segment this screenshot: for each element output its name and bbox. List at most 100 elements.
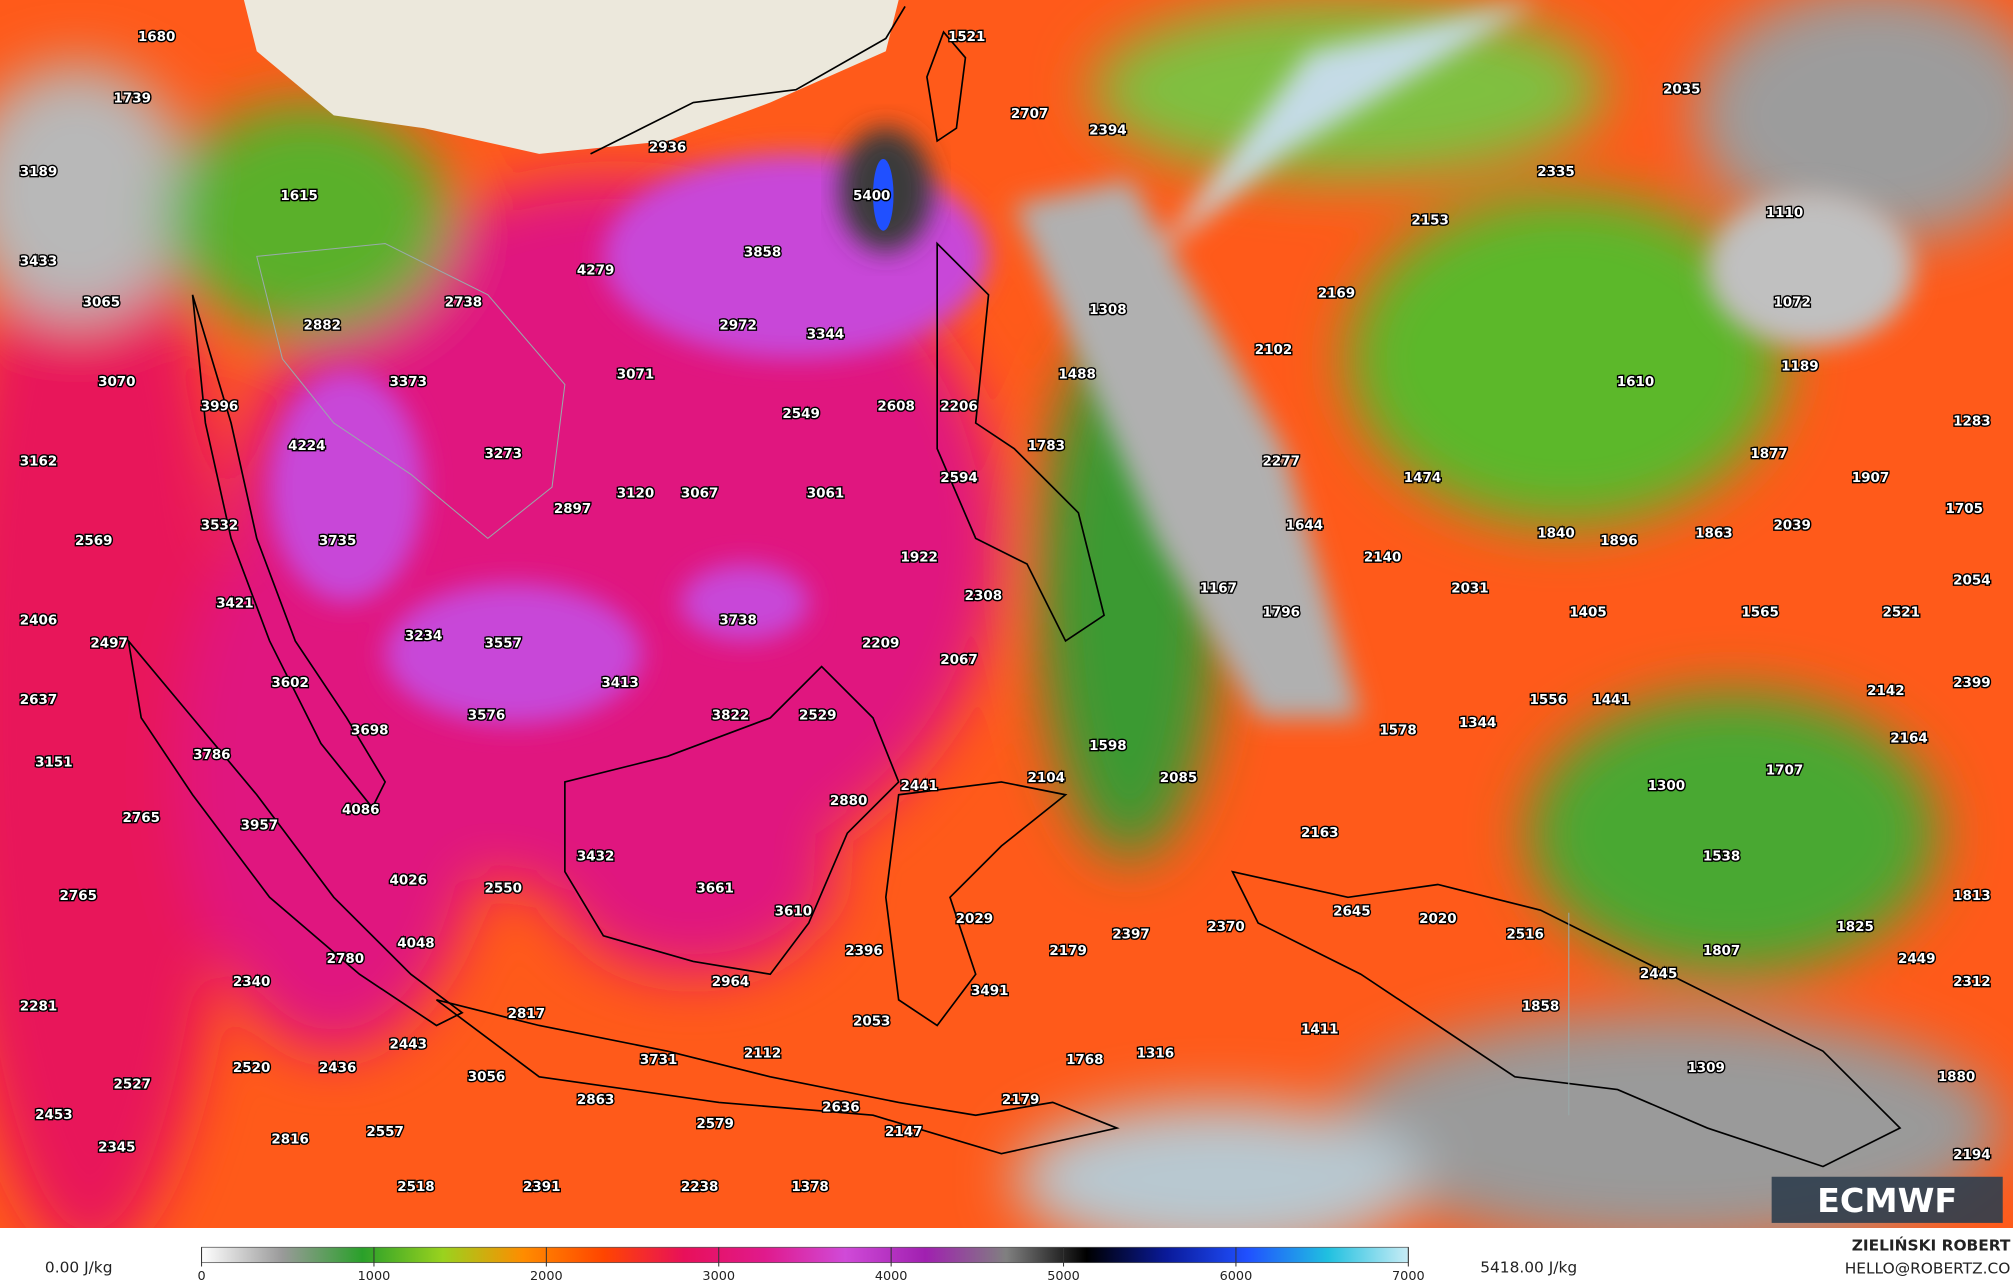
colorbar-tick-label: 1000	[358, 1269, 391, 1284]
value-label: 1739	[113, 92, 150, 107]
value-label: 1880	[1938, 1070, 1975, 1085]
value-label: 2557	[366, 1125, 403, 1140]
value-label: 1707	[1766, 763, 1803, 778]
value-label: 3996	[201, 399, 238, 414]
colorbar-tick-label: 7000	[1392, 1269, 1425, 1284]
value-label: 3421	[216, 597, 253, 612]
value-label: 3735	[319, 534, 356, 549]
value-label: 1610	[1617, 375, 1654, 390]
value-label: 3067	[681, 487, 718, 502]
value-label: 2964	[712, 975, 749, 990]
value-label: 3957	[241, 819, 278, 834]
value-label: 2067	[940, 653, 977, 668]
value-label: 2112	[744, 1047, 781, 1062]
value-label: 3061	[807, 487, 844, 502]
colorbar-tick-label: 6000	[1220, 1269, 1253, 1284]
value-label: 2972	[719, 319, 756, 334]
value-label: 2880	[830, 794, 867, 809]
value-label: 2549	[782, 407, 819, 422]
value-label: 1300	[1648, 779, 1685, 794]
value-label: 1840	[1537, 526, 1574, 541]
value-label: 2443	[390, 1038, 427, 1053]
value-label: 1167	[1200, 581, 1237, 596]
value-label: 2020	[1419, 912, 1456, 927]
value-label: 3070	[98, 375, 135, 390]
value-label: 2863	[577, 1093, 614, 1108]
colorbar-max-label: 5418.00 J/kg	[1480, 1258, 1577, 1276]
value-label: 3189	[20, 165, 57, 180]
value-label: 3698	[351, 724, 388, 739]
value-label: 2104	[1028, 771, 1065, 786]
value-label: 1309	[1687, 1061, 1724, 1076]
value-label: 2179	[1002, 1093, 1039, 1108]
value-label: 1521	[948, 30, 985, 45]
value-label: 1556	[1530, 693, 1567, 708]
value-label: 2035	[1663, 83, 1700, 98]
value-label: 2520	[233, 1061, 270, 1076]
value-label: 2636	[822, 1101, 859, 1116]
value-label: 2529	[799, 708, 836, 723]
value-label: 1488	[1058, 367, 1095, 382]
value-label: 2521	[1883, 606, 1920, 621]
value-label: 1110	[1766, 206, 1803, 221]
value-label: 3065	[83, 296, 120, 311]
value-label: 1768	[1066, 1053, 1103, 1068]
value-label: 2335	[1537, 165, 1574, 180]
value-label: 1565	[1741, 606, 1778, 621]
value-label: 2765	[60, 889, 97, 904]
value-label: 2238	[681, 1180, 718, 1195]
value-label: 3738	[719, 613, 756, 628]
value-label: 1578	[1379, 724, 1416, 739]
colorbar-tick-label: 4000	[875, 1269, 908, 1284]
value-label: 1598	[1089, 739, 1126, 754]
value-label: 1405	[1569, 606, 1606, 621]
value-label: 2179	[1049, 944, 1086, 959]
value-label: 2707	[1011, 107, 1048, 122]
value-label: 3432	[577, 849, 614, 864]
value-label: 3602	[271, 676, 308, 691]
value-label: 1877	[1750, 447, 1787, 462]
value-label: 2194	[1953, 1148, 1990, 1163]
value-label: 2406	[20, 613, 57, 628]
value-label: 1907	[1852, 471, 1889, 486]
value-label: 2340	[233, 975, 270, 990]
value-label: 2765	[122, 811, 159, 826]
value-label: 2396	[845, 944, 882, 959]
value-label: 2897	[554, 502, 591, 517]
value-label: 2029	[956, 912, 993, 927]
value-label: 1283	[1953, 415, 1990, 430]
value-label: 2142	[1867, 684, 1904, 699]
value-label: 1189	[1781, 360, 1818, 375]
value-label: 1615	[280, 189, 317, 204]
value-label: 2550	[485, 881, 522, 896]
value-label: 3373	[390, 375, 427, 390]
value-label: 3151	[35, 756, 72, 771]
value-label: 1858	[1522, 999, 1559, 1014]
value-label: 2518	[397, 1180, 434, 1195]
value-label: 2039	[1773, 519, 1810, 534]
value-label: 1807	[1703, 944, 1740, 959]
logo-text: ECMWF	[1817, 1181, 1957, 1220]
value-label: 1308	[1089, 303, 1126, 318]
value-label: 3413	[601, 676, 638, 691]
colorbar-tick-label: 0	[197, 1269, 205, 1284]
value-label: 3576	[468, 708, 505, 723]
colorbar-tick-label: 5000	[1047, 1269, 1080, 1284]
value-label: 1796	[1262, 606, 1299, 621]
value-label: 2936	[649, 140, 686, 155]
value-label: 2594	[940, 471, 977, 486]
value-label: 2608	[877, 399, 914, 414]
value-label: 3858	[744, 246, 781, 261]
value-label: 2637	[20, 693, 57, 708]
value-label: 2445	[1640, 967, 1677, 982]
value-label: 2436	[319, 1061, 356, 1076]
colorbar-min-label: 0.00 J/kg	[45, 1258, 113, 1276]
value-label: 1441	[1592, 693, 1629, 708]
value-label: 1863	[1695, 526, 1732, 541]
value-label: 2206	[940, 399, 977, 414]
colorbar-tick-label: 2000	[530, 1269, 563, 1284]
value-label: 2085	[1160, 771, 1197, 786]
colorbar-tick-label: 3000	[702, 1269, 735, 1284]
value-label: 2054	[1953, 574, 1990, 589]
value-label: 3610	[775, 904, 812, 919]
